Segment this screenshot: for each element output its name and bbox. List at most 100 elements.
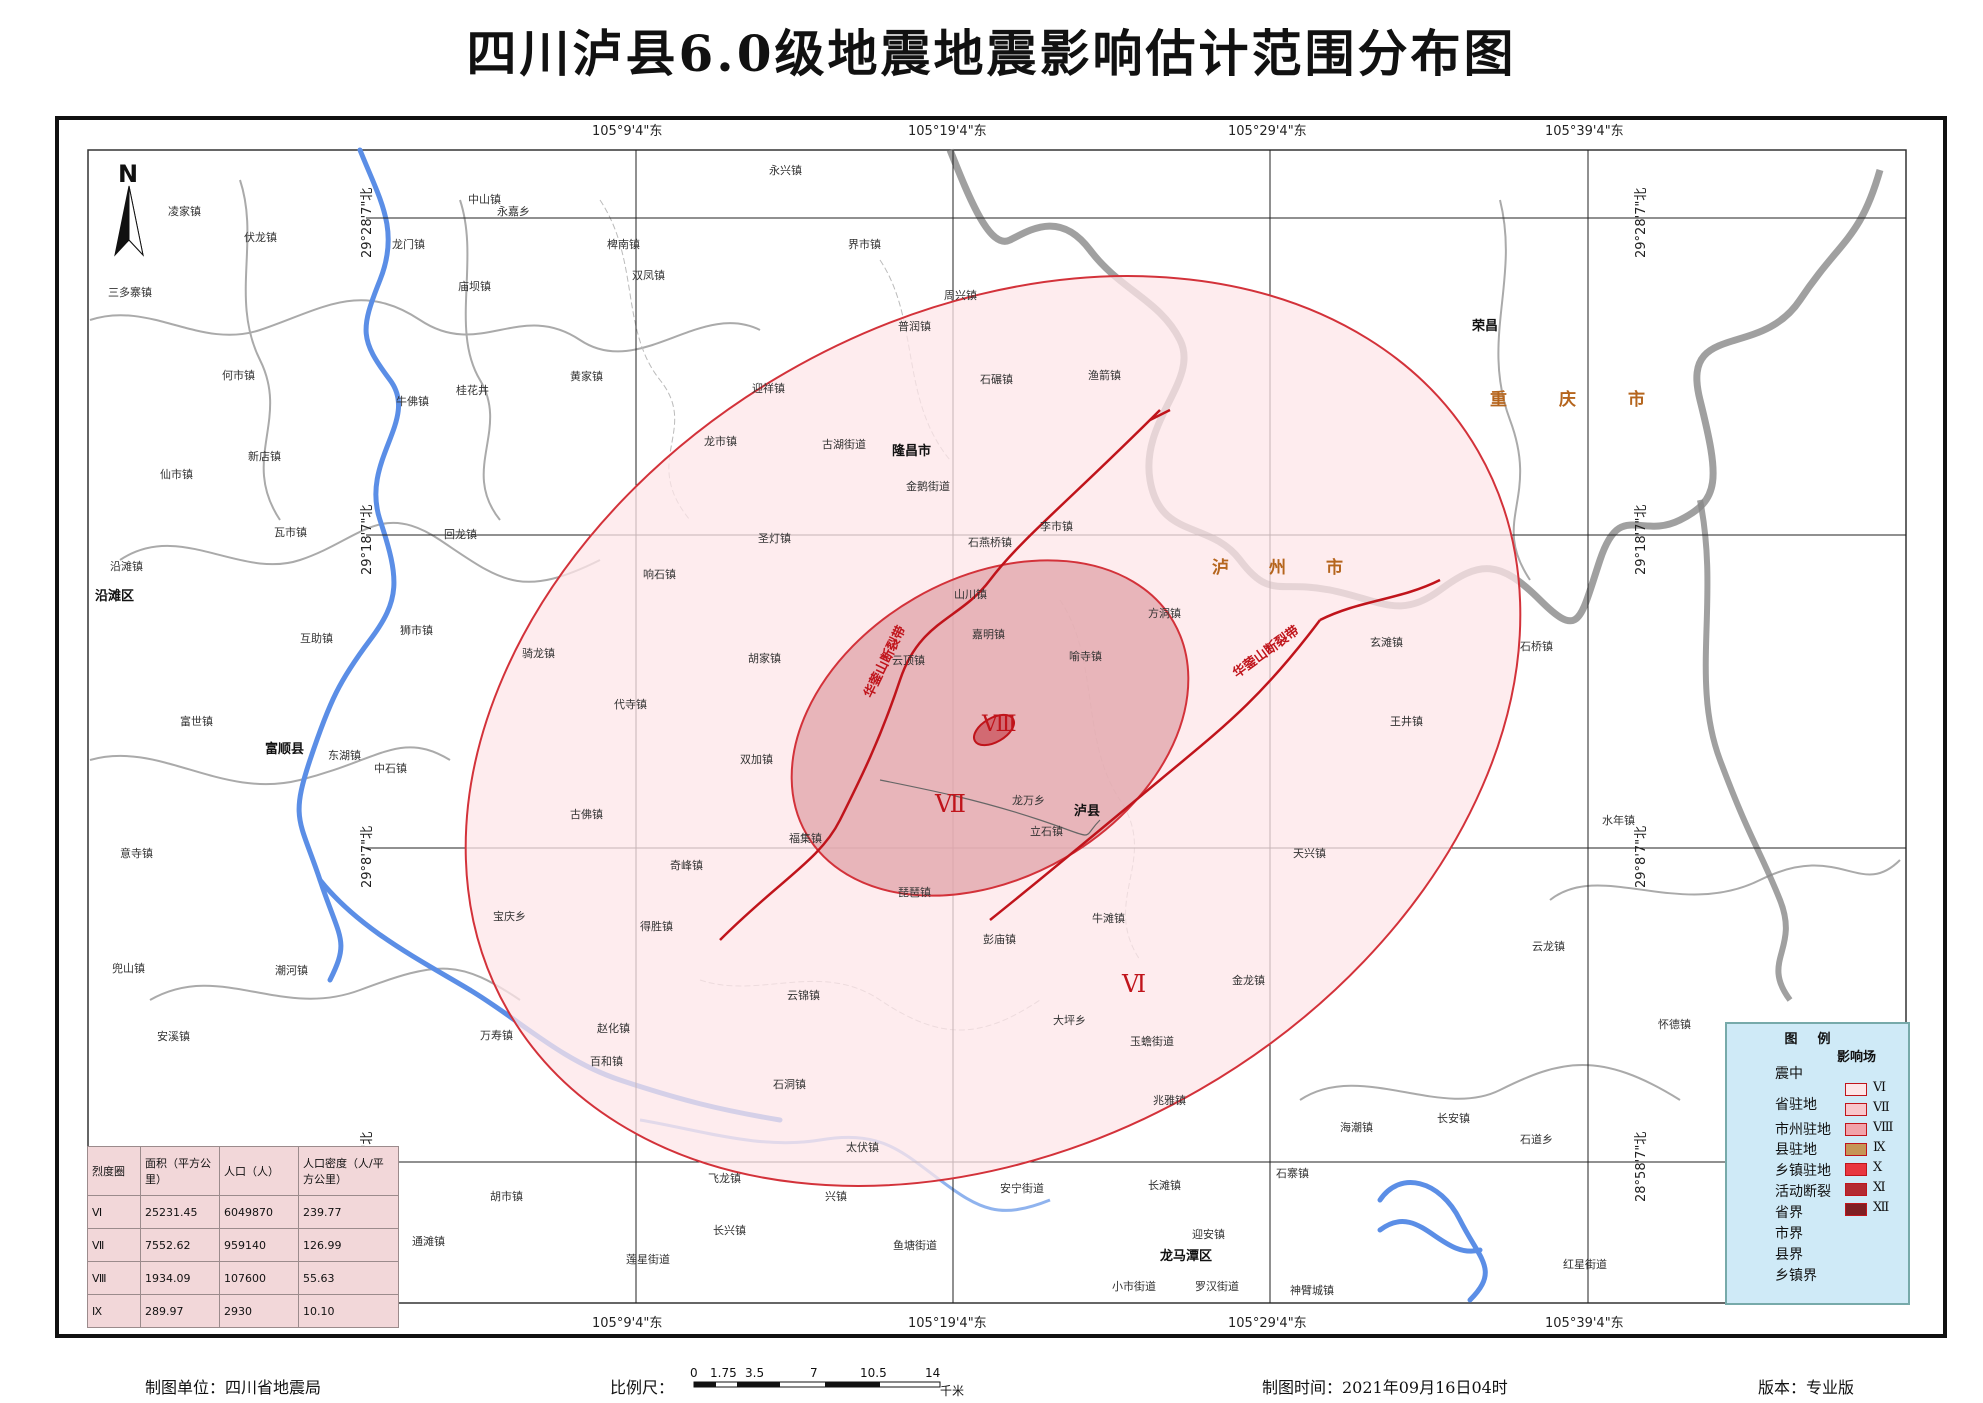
town-label: 石燕桥镇: [968, 536, 1012, 549]
town-label: 黄家镇: [570, 370, 603, 383]
town-label: 得胜镇: [640, 920, 673, 933]
legend-town-seat: 乡镇驻地: [1775, 1163, 1831, 1179]
town-label: 金龙镇: [1232, 974, 1265, 987]
town-label: 龙市镇: [704, 435, 737, 448]
table-cell: 107600: [219, 1261, 299, 1295]
town-label: 石桥镇: [1520, 640, 1553, 653]
table-cell: 289.97: [140, 1294, 220, 1328]
town-label: 长安镇: [1437, 1112, 1470, 1125]
footer-version: 版本：专业版: [1758, 1378, 1855, 1397]
town-label: 云龙镇: [1532, 940, 1565, 953]
town-label: 渔箭镇: [1088, 369, 1121, 382]
table-cell: 239.77: [298, 1195, 399, 1229]
town-label: 山川镇: [954, 588, 987, 601]
town-label: 罗汉街道: [1195, 1280, 1239, 1293]
town-label: 奇峰镇: [670, 859, 703, 872]
legend-county-seat: 县驻地: [1775, 1142, 1817, 1158]
coord-right-1: 29°28'7"北: [1634, 187, 1649, 258]
city-road: [879, 779, 1101, 836]
legend-title: 图例: [1784, 1032, 1851, 1047]
town-label: 中石镇: [374, 762, 407, 775]
legend-city-seat: 市州驻地: [1775, 1122, 1831, 1138]
town-label: 天兴镇: [1293, 847, 1326, 860]
town-label: 庙坝镇: [458, 280, 491, 293]
table-cell: 7552.62: [140, 1228, 220, 1262]
footer-maker: 制图单位：四川省地震局: [145, 1378, 322, 1397]
town-label: 小市街道: [1112, 1280, 1156, 1293]
town-label: 怀德镇: [1658, 1018, 1691, 1031]
town-label: 海潮镇: [1340, 1121, 1373, 1134]
town-label: 赵化镇: [597, 1022, 630, 1035]
legend-intensity-swatch: [1845, 1203, 1867, 1216]
town-label: 飞龙镇: [708, 1172, 741, 1185]
town-label: 玉蟾街道: [1130, 1035, 1174, 1048]
table-cell: Ⅸ: [87, 1294, 141, 1328]
town-label: 代寺镇: [614, 698, 647, 711]
coord-right-3: 29°8'7"北: [1634, 825, 1649, 888]
footer-scale-label: 比例尺：: [610, 1378, 675, 1397]
scale-tick: 7: [810, 1366, 818, 1380]
coord-top-3: 105°29'4"东: [1228, 124, 1307, 139]
scale-tick: 3.5: [745, 1366, 765, 1380]
map-title: 四川泸县6.0级地震地震影响估计范围分布图: [466, 24, 1517, 83]
table-cell: 6049870: [219, 1195, 299, 1229]
town-label: 太伏镇: [846, 1141, 879, 1154]
coord-bottom-4: 105°39'4"东: [1545, 1316, 1624, 1331]
town-label: 龙万乡: [1012, 794, 1045, 807]
coord-left-3: 29°8'7"北: [360, 825, 375, 888]
table-header: 人口密度（人/平方公里）: [298, 1146, 399, 1196]
town-label: 双加镇: [740, 753, 773, 766]
town-label: 万寿镇: [480, 1029, 513, 1042]
town-label: 永兴镇: [769, 164, 802, 177]
town-label: 红星街道: [1563, 1258, 1607, 1271]
legend-intensity-label: Ⅻ: [1873, 1200, 1890, 1215]
coord-top-2: 105°19'4"东: [908, 124, 987, 139]
town-label: 长兴镇: [713, 1224, 746, 1237]
table-cell: 25231.45: [140, 1195, 220, 1229]
coord-bottom-1: 105°9'4"东: [592, 1316, 663, 1331]
county-label: 龙马潭区: [1160, 1249, 1213, 1264]
county-label: 沿滩区: [95, 589, 135, 604]
town-label: 鱼塘街道: [893, 1239, 937, 1252]
town-label: 琵琶镇: [898, 886, 931, 899]
table-header: 面积（平方公里）: [140, 1146, 220, 1196]
legend-epicenter: 震中: [1775, 1066, 1803, 1082]
town-label: 狮市镇: [400, 624, 433, 637]
town-label: 中山镇: [468, 193, 501, 206]
intensity-statistics-table: 烈度圈 面积（平方公里） 人口（人） 人口密度（人/平方公里） Ⅵ 25231.4…: [87, 1146, 399, 1328]
legend-intensity-swatch: [1845, 1103, 1867, 1116]
table-cell: 55.63: [298, 1261, 399, 1295]
town-label: 凌家镇: [168, 205, 201, 218]
town-label: 王井镇: [1390, 715, 1423, 728]
town-label: 云顶镇: [892, 654, 925, 667]
town-label: 立石镇: [1030, 825, 1063, 838]
legend-intensity-swatch: [1845, 1163, 1867, 1176]
table-header: 烈度圈: [87, 1146, 141, 1196]
legend-intensity-label: Ⅹ: [1873, 1160, 1883, 1175]
town-label: 牛滩镇: [1092, 912, 1125, 925]
coord-top-4: 105°39'4"东: [1545, 124, 1624, 139]
town-label: 百和镇: [590, 1055, 623, 1068]
active-faults: [719, 408, 1441, 941]
town-label: 回龙镇: [444, 528, 477, 541]
county-label: 荣昌: [1472, 319, 1499, 334]
town-label: 云锦镇: [787, 989, 820, 1002]
county-label: 泸县: [1074, 804, 1101, 819]
table-cell: Ⅶ: [87, 1228, 141, 1262]
footer-time: 制图时间：2021年09月16日04时: [1262, 1378, 1508, 1397]
town-label: 新店镇: [248, 450, 281, 463]
town-label: 双凤镇: [632, 269, 665, 282]
admin-boundaries: [89, 179, 1901, 1101]
county-label: 富顺县: [265, 742, 305, 757]
legend-city-border: 市界: [1775, 1226, 1803, 1242]
legend-intensity-label: Ⅸ: [1873, 1140, 1886, 1155]
legend-town-border: 乡镇界: [1775, 1268, 1817, 1284]
town-label: 迎祥镇: [752, 382, 785, 395]
town-label: 何市镇: [222, 369, 255, 382]
town-label: 东湖镇: [328, 749, 361, 762]
coord-left-1: 29°28'7"北: [360, 187, 375, 258]
town-label: 胡家镇: [748, 652, 781, 665]
town-label: 喻寺镇: [1069, 650, 1102, 663]
town-label: 兜山镇: [112, 962, 145, 975]
